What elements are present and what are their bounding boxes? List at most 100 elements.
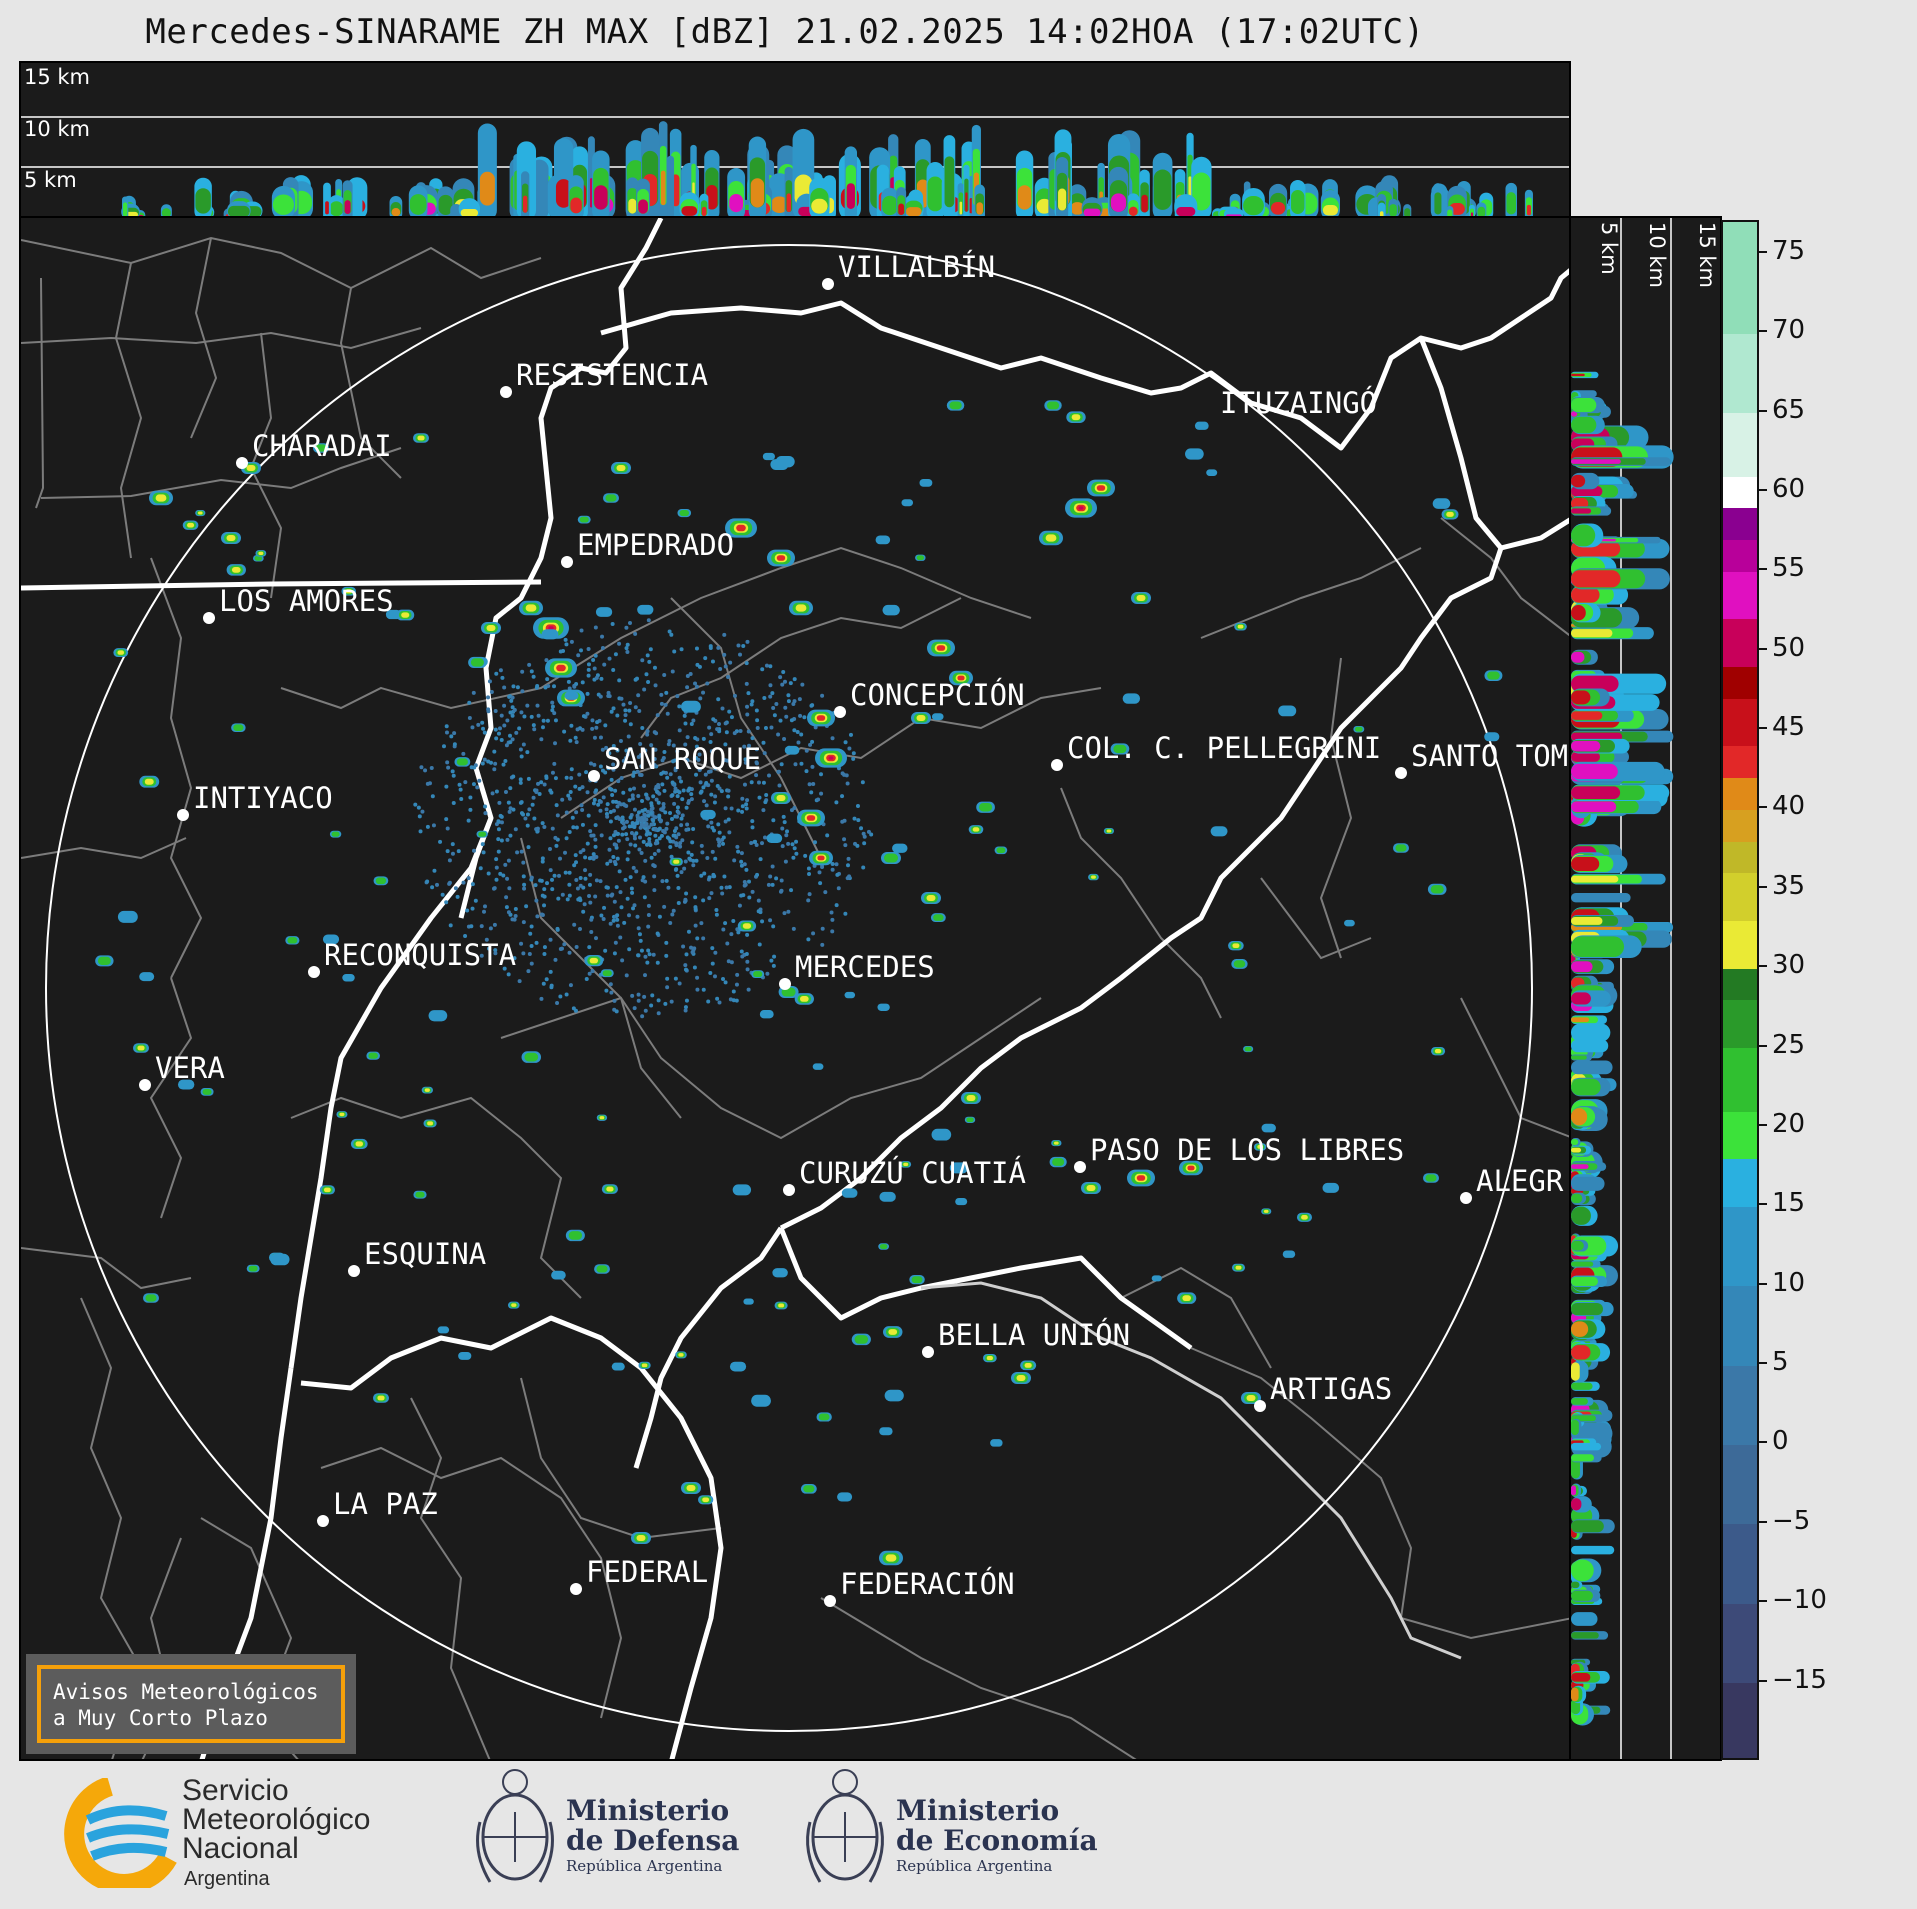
city-label: INTIYACO [193,781,333,815]
clutter-pixel [550,826,555,831]
alert-line-2: a Muy Corto Plazo [53,1706,268,1730]
clutter-pixel [456,849,461,854]
clutter-pixel [645,960,650,965]
clutter-pixel [592,797,597,802]
colorbar-tick-label: 0 [1772,1426,1789,1457]
clutter-pixel [795,729,800,734]
small-echo [1484,732,1500,742]
clutter-pixel [608,819,613,824]
clutter-pixel [693,735,698,740]
small-echo [637,604,654,615]
city-label: SAN ROQUE [604,742,762,776]
clutter-pixel [861,831,866,836]
storm-cell [616,465,626,471]
clutter-pixel [587,971,592,976]
clutter-pixel [440,892,445,897]
clutter-pixel [636,754,641,759]
clutter-pixel [507,733,512,738]
clutter-pixel [562,729,567,734]
clutter-pixel [723,980,728,985]
colorbar-tick [1759,1679,1767,1682]
clutter-pixel [605,814,610,819]
cross-section-column [1110,193,1127,213]
clutter-pixel [563,870,568,875]
city-label: SANTO TOM [1411,739,1569,773]
clutter-pixel [619,802,624,807]
clutter-pixel [587,894,592,899]
clutter-pixel [465,908,470,913]
side-cross-section-row [1571,651,1585,663]
clutter-pixel [728,660,733,665]
clutter-pixel [789,888,794,893]
cross-section-column [667,155,675,216]
clutter-pixel [681,944,686,949]
clutter-pixel [636,998,641,1003]
clutter-pixel [510,917,515,922]
clutter-pixel [669,854,674,859]
clutter-pixel [709,749,714,754]
cross-section-column [323,182,331,216]
clutter-pixel [772,954,777,959]
clutter-pixel [542,825,547,830]
clutter-pixel [722,758,727,763]
small-echo [187,522,195,528]
clutter-pixel [757,942,762,947]
clutter-pixel [425,824,430,829]
radar-map[interactable] [19,216,1571,1761]
clutter-pixel [769,958,774,963]
clutter-pixel [605,861,610,866]
clutter-pixel [727,774,732,779]
clutter-pixel [640,1014,645,1019]
small-echo [919,479,933,487]
clutter-pixel [522,714,527,719]
clutter-pixel [672,801,677,806]
clutter-pixel [588,829,593,834]
clutter-pixel [665,821,670,826]
top-height-label-10: 10 km [24,117,91,141]
clutter-pixel [541,718,546,723]
clutter-pixel [493,727,498,732]
clutter-pixel [514,730,519,735]
cross-section-column [1153,169,1172,210]
clutter-pixel [502,723,507,728]
clutter-pixel [689,852,694,857]
uruguay-border [920,1281,1462,1660]
clutter-pixel [616,779,621,784]
clutter-pixel [502,966,507,971]
small-echo [966,1117,974,1123]
clutter-pixel [534,788,539,793]
clutter-pixel [499,738,504,743]
side-cross-section-row [1571,1581,1580,1589]
clutter-pixel [770,691,775,696]
clutter-pixel [705,855,710,860]
clutter-pixel [811,931,816,936]
clutter-pixel [694,744,699,749]
clutter-pixel [633,677,638,682]
city-marker-dot [317,1515,329,1527]
colorbar-band [1723,1682,1757,1758]
small-echo [233,724,244,731]
clutter-pixel [532,727,537,732]
cross-section-column [1225,214,1242,216]
clutter-pixel [851,756,856,761]
clutter-pixel [820,865,825,870]
clutter-pixel [510,713,515,718]
clutter-pixel [724,885,729,890]
alert-box[interactable]: Avisos Meteorológicos a Muy Corto Plazo [26,1654,356,1754]
clutter-pixel [608,859,613,864]
clutter-pixel [707,725,712,730]
clutter-pixel [797,697,802,702]
clutter-pixel [630,821,635,826]
cross-section-column [1447,209,1453,216]
clutter-pixel [624,973,629,978]
clutter-pixel [657,836,662,841]
small-echo [287,937,298,944]
cross-section-column [1377,202,1386,216]
clutter-pixel [735,972,740,977]
storm-cell [1395,844,1407,852]
clutter-pixel [760,841,765,846]
clutter-pixel [592,735,597,740]
clutter-pixel [651,818,656,823]
clutter-pixel [598,764,603,769]
clutter-pixel [529,943,534,948]
